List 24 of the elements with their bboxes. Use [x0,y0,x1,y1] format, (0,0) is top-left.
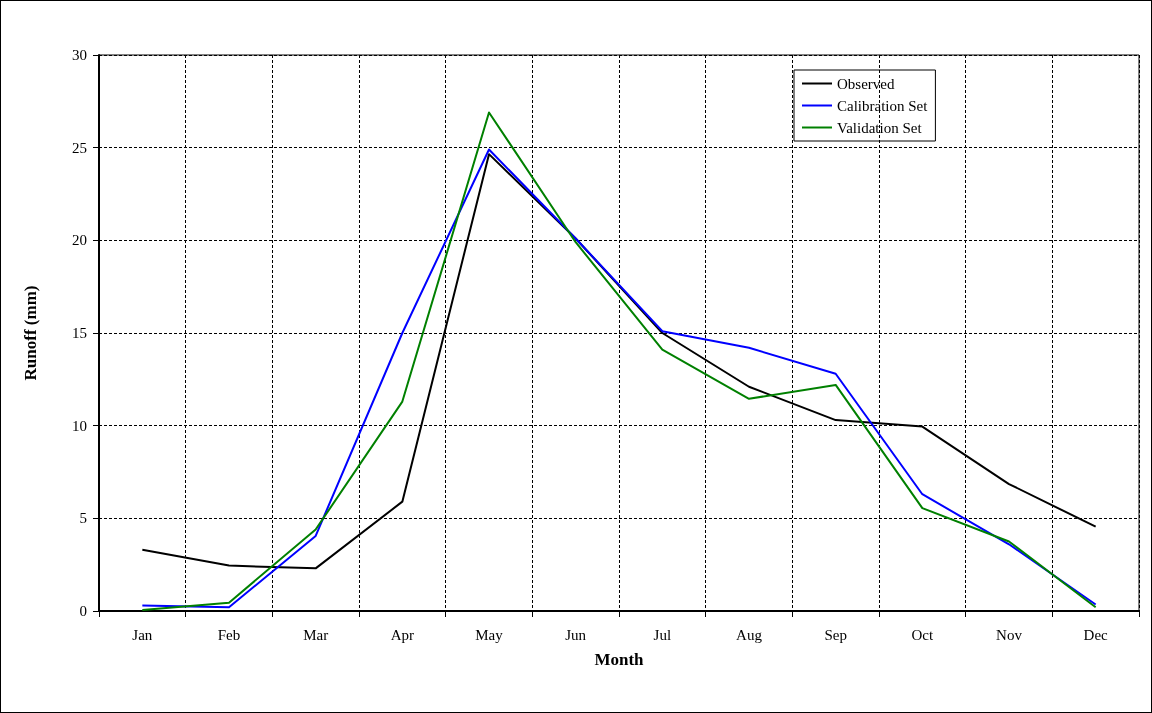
y-tick-label: 20 [72,232,87,249]
x-tick-label: Apr [390,626,414,643]
x-tick-label: May [475,626,504,643]
y-axis-title: Runoff (mm) [21,285,40,381]
x-tick-label: Aug [736,626,763,643]
legend-label: Calibration Set [837,97,929,114]
y-tick-label: 15 [72,325,87,341]
x-axis-title: Month [594,650,645,669]
x-tick-label: Jul [653,626,672,643]
x-tick-label: Jan [132,626,153,643]
x-tick-label: Oct [911,626,934,643]
legend-label: Validation Set [837,119,923,136]
x-tick-label: Feb [217,626,241,643]
y-tick-label: 30 [72,47,87,63]
y-tick-label: 10 [72,417,87,434]
y-tick-label: 25 [72,139,87,156]
x-tick-label: Jun [565,626,587,643]
legend-label: Observed [837,75,895,92]
x-tick-label: Mar [303,626,329,643]
y-tick-label: 0 [79,603,87,619]
x-tick-label: Nov [996,626,1023,643]
y-tick-label: 5 [79,510,87,527]
x-tick-label: Dec [1083,626,1109,643]
x-tick-label: Sep [824,626,847,643]
